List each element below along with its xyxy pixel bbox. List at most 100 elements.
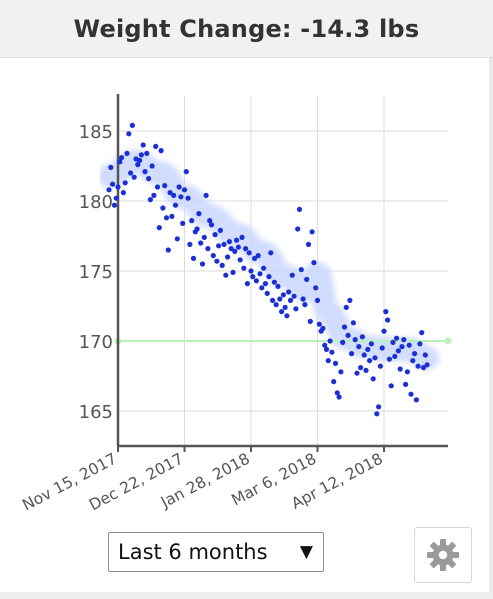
weight-data-point xyxy=(137,157,143,163)
weight-data-point xyxy=(244,281,250,287)
weight-data-point xyxy=(110,181,116,187)
weight-data-point xyxy=(264,290,270,296)
weight-data-point xyxy=(219,262,225,268)
weight-data-point xyxy=(388,383,394,389)
weight-data-point xyxy=(234,237,240,243)
weight-data-point xyxy=(147,197,153,203)
weight-data-point xyxy=(302,302,308,308)
weight-data-point xyxy=(135,162,141,168)
goal-weight-marker xyxy=(444,337,452,345)
weight-data-point xyxy=(223,272,229,278)
weight-data-point xyxy=(322,342,328,348)
weight-data-point xyxy=(422,352,428,358)
weight-data-point xyxy=(225,254,231,260)
weight-data-point xyxy=(356,344,362,350)
weight-data-point xyxy=(153,143,159,149)
weight-data-point xyxy=(273,302,279,308)
weight-data-point xyxy=(417,341,423,347)
weight-data-point xyxy=(181,187,188,193)
weight-data-point xyxy=(138,152,144,158)
y-tick-label: 170 xyxy=(79,332,113,353)
weight-data-point xyxy=(230,269,236,275)
weight-data-point xyxy=(381,328,387,334)
weight-data-point xyxy=(214,258,220,264)
weight-data-point xyxy=(385,317,391,323)
weight-data-point xyxy=(108,164,114,170)
weight-data-point xyxy=(207,218,213,224)
weight-data-point xyxy=(210,253,216,259)
weight-data-point xyxy=(221,241,227,247)
weight-data-point xyxy=(154,184,161,190)
weight-data-point xyxy=(228,246,234,252)
weight-data-point xyxy=(189,218,195,224)
weight-data-point xyxy=(332,360,339,366)
weight-data-point xyxy=(266,274,272,280)
weight-data-point xyxy=(349,351,355,357)
panel-footer-edge xyxy=(0,592,493,599)
weight-data-point xyxy=(374,411,380,417)
weight-data-point xyxy=(129,122,135,128)
weight-data-point xyxy=(151,192,157,198)
weight-data-point xyxy=(261,265,267,271)
weight-data-point xyxy=(124,150,130,156)
weight-data-point xyxy=(293,306,299,312)
weight-data-point xyxy=(277,296,283,302)
weight-data-point xyxy=(341,324,348,330)
weight-data-point xyxy=(194,226,200,232)
weight-data-point xyxy=(252,255,258,261)
weight-data-point xyxy=(334,390,340,396)
time-range-select[interactable]: Last 6 months ▼ xyxy=(108,532,324,572)
weight-data-point xyxy=(413,397,419,403)
settings-button[interactable] xyxy=(414,527,472,583)
weight-data-point xyxy=(248,268,254,274)
weight-data-point xyxy=(171,192,177,198)
weight-data-point xyxy=(149,163,155,169)
weight-data-point xyxy=(208,222,215,228)
weight-data-point xyxy=(354,370,360,376)
weight-data-point xyxy=(325,358,331,364)
weight-data-point xyxy=(424,362,430,368)
weight-data-point xyxy=(343,304,349,310)
weight-data-point xyxy=(279,309,285,315)
weight-data-point xyxy=(190,255,197,261)
weight-data-point xyxy=(313,285,319,291)
weight-data-point xyxy=(255,253,261,259)
weight-data-point xyxy=(144,150,150,156)
weight-data-point xyxy=(311,260,317,266)
time-range-value: Last 6 months xyxy=(118,540,268,564)
weight-data-point xyxy=(167,190,173,196)
weight-data-point xyxy=(232,248,238,254)
weight-data-point xyxy=(113,195,119,201)
weight-data-point xyxy=(352,337,358,343)
weight-data-point xyxy=(329,349,335,355)
weight-data-point xyxy=(216,243,222,249)
weight-data-point xyxy=(156,225,162,231)
weight-data-point xyxy=(286,289,292,295)
weight-data-point xyxy=(183,169,189,175)
weight-data-point xyxy=(119,155,125,161)
weight-data-point xyxy=(365,346,371,352)
weight-data-point xyxy=(300,296,306,302)
weight-data-point xyxy=(106,187,112,193)
weight-data-point xyxy=(140,142,146,148)
weight-data-point xyxy=(239,234,245,240)
weight-data-point xyxy=(327,338,333,344)
weight-data-point xyxy=(128,170,134,176)
weight-data-point xyxy=(309,229,315,235)
weight-data-point xyxy=(287,297,294,303)
y-tick-label: 165 xyxy=(79,402,113,423)
weight-data-point xyxy=(253,278,259,284)
weight-data-point xyxy=(160,205,166,211)
weight-data-point xyxy=(392,353,398,359)
weight-data-point xyxy=(370,376,376,382)
weight-data-point xyxy=(307,318,313,324)
gear-icon xyxy=(427,539,459,571)
weight-data-point xyxy=(201,234,207,240)
weight-data-point xyxy=(268,250,274,256)
weight-data-point xyxy=(237,257,243,263)
weight-data-point xyxy=(131,174,137,180)
weight-data-point xyxy=(185,195,191,201)
weight-data-point xyxy=(331,379,337,385)
weight-data-point xyxy=(271,279,277,285)
